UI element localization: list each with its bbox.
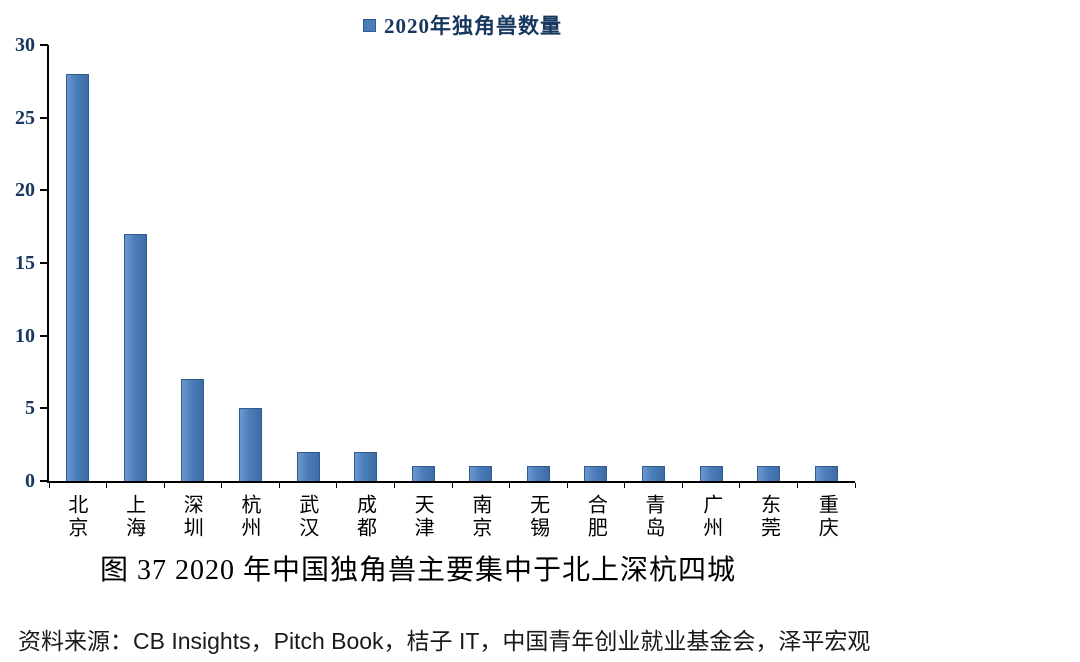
bar-slot — [279, 45, 337, 481]
bar-武汉 — [296, 451, 320, 481]
bar-南京 — [469, 466, 493, 481]
y-tick-label: 30 — [15, 34, 35, 56]
chart-caption: 图 37 2020 年中国独角兽主要集中于北上深杭四城 — [100, 555, 737, 586]
bar-青岛 — [642, 466, 666, 481]
x-tick-mark — [739, 483, 741, 488]
x-label-slot: 东莞 — [740, 494, 798, 540]
bar-slot — [337, 45, 395, 481]
x-tick-mark — [336, 483, 338, 488]
legend-label: 2020年独角兽数量 — [384, 14, 562, 38]
x-tick-mark — [278, 483, 280, 488]
x-label-合肥: 合肥 — [584, 494, 607, 540]
x-label-slot: 青岛 — [624, 494, 682, 540]
y-tick-label: 15 — [15, 252, 35, 274]
x-tick-mark — [509, 483, 511, 488]
x-label-slot: 深圳 — [162, 494, 220, 540]
x-tick-mark — [393, 483, 395, 488]
bar-成都 — [354, 451, 378, 481]
bar-slot — [682, 45, 740, 481]
x-tick-mark — [624, 483, 626, 488]
y-tick-mark — [40, 189, 48, 192]
bar-上海 — [123, 233, 147, 481]
y-tick-mark — [40, 262, 48, 264]
bars-container — [49, 45, 855, 481]
bar-slot — [222, 45, 280, 481]
x-label-slot: 广州 — [682, 494, 740, 540]
y-tick-mark — [40, 480, 48, 482]
x-axis-labels: 北京 上海 深圳 杭州 武汉 成都 天津 南京 无锡 合肥 青岛 广州 东莞 重庆 — [47, 494, 855, 540]
x-label-南京: 南京 — [468, 494, 491, 540]
source-note: 资料来源：CB Insights，Pitch Book，桔子 IT，中国青年创业… — [18, 628, 871, 654]
x-label-杭州: 杭州 — [238, 494, 261, 540]
bar-slot — [625, 45, 683, 481]
bar-slot — [49, 45, 107, 481]
x-label-slot: 合肥 — [566, 494, 624, 540]
x-label-slot: 无锡 — [509, 494, 567, 540]
x-label-slot: 武汉 — [278, 494, 336, 540]
x-tick-mark — [681, 483, 683, 488]
x-label-上海: 上海 — [122, 494, 145, 540]
bar-重庆 — [814, 466, 838, 481]
x-tick-mark — [854, 483, 856, 488]
x-tick-mark — [48, 483, 50, 488]
bar-广州 — [699, 466, 723, 481]
bar-合肥 — [584, 466, 608, 481]
x-label-北京: 北京 — [64, 494, 87, 540]
bar-slot — [107, 45, 165, 481]
bar-slot — [394, 45, 452, 481]
x-label-slot: 杭州 — [220, 494, 278, 540]
x-label-slot: 上海 — [105, 494, 163, 540]
y-tick-mark — [40, 334, 48, 337]
x-label-武汉: 武汉 — [295, 494, 318, 540]
x-label-东莞: 东莞 — [757, 494, 780, 540]
x-label-slot: 南京 — [451, 494, 509, 540]
y-tick-label: 0 — [25, 470, 35, 492]
x-tick-mark — [163, 483, 165, 488]
x-tick-mark — [221, 483, 223, 488]
x-tick-mark — [451, 483, 453, 488]
x-label-天津: 天津 — [411, 494, 434, 540]
y-tick-label: 25 — [15, 106, 35, 129]
bar-北京 — [66, 74, 90, 481]
bar-slot — [567, 45, 625, 481]
y-tick-label: 5 — [25, 397, 35, 420]
y-tick-label: 20 — [15, 179, 35, 202]
bar-天津 — [411, 466, 435, 481]
x-label-深圳: 深圳 — [180, 494, 203, 540]
bar-slot — [510, 45, 568, 481]
y-tick-label: 10 — [15, 324, 35, 347]
bar-深圳 — [181, 379, 205, 481]
x-label-广州: 广州 — [699, 494, 722, 540]
x-tick-mark — [796, 483, 798, 488]
x-label-成都: 成都 — [353, 494, 376, 540]
x-label-slot: 重庆 — [797, 494, 855, 540]
x-label-slot: 天津 — [393, 494, 451, 540]
plot-area: 0 5 10 15 20 25 30 — [15, 35, 856, 491]
bar-slot — [740, 45, 798, 481]
x-tick-mark — [106, 483, 108, 488]
x-label-青岛: 青岛 — [642, 494, 665, 540]
x-label-重庆: 重庆 — [815, 494, 838, 540]
x-label-无锡: 无锡 — [526, 494, 549, 540]
y-tick-mark — [40, 116, 48, 119]
x-label-slot: 成都 — [336, 494, 394, 540]
bar-东莞 — [757, 466, 781, 481]
bar-slot — [164, 45, 222, 481]
x-tick-mark — [566, 483, 568, 488]
bar-杭州 — [239, 408, 263, 481]
bar-无锡 — [526, 466, 550, 481]
bar-slot — [798, 45, 856, 481]
chart-legend: 2020年独角兽数量 — [363, 10, 562, 40]
x-label-slot: 北京 — [47, 494, 105, 540]
legend-swatch-icon — [363, 18, 376, 32]
y-tick-mark — [40, 44, 48, 46]
y-tick-mark — [40, 407, 48, 410]
bar-slot — [452, 45, 510, 481]
